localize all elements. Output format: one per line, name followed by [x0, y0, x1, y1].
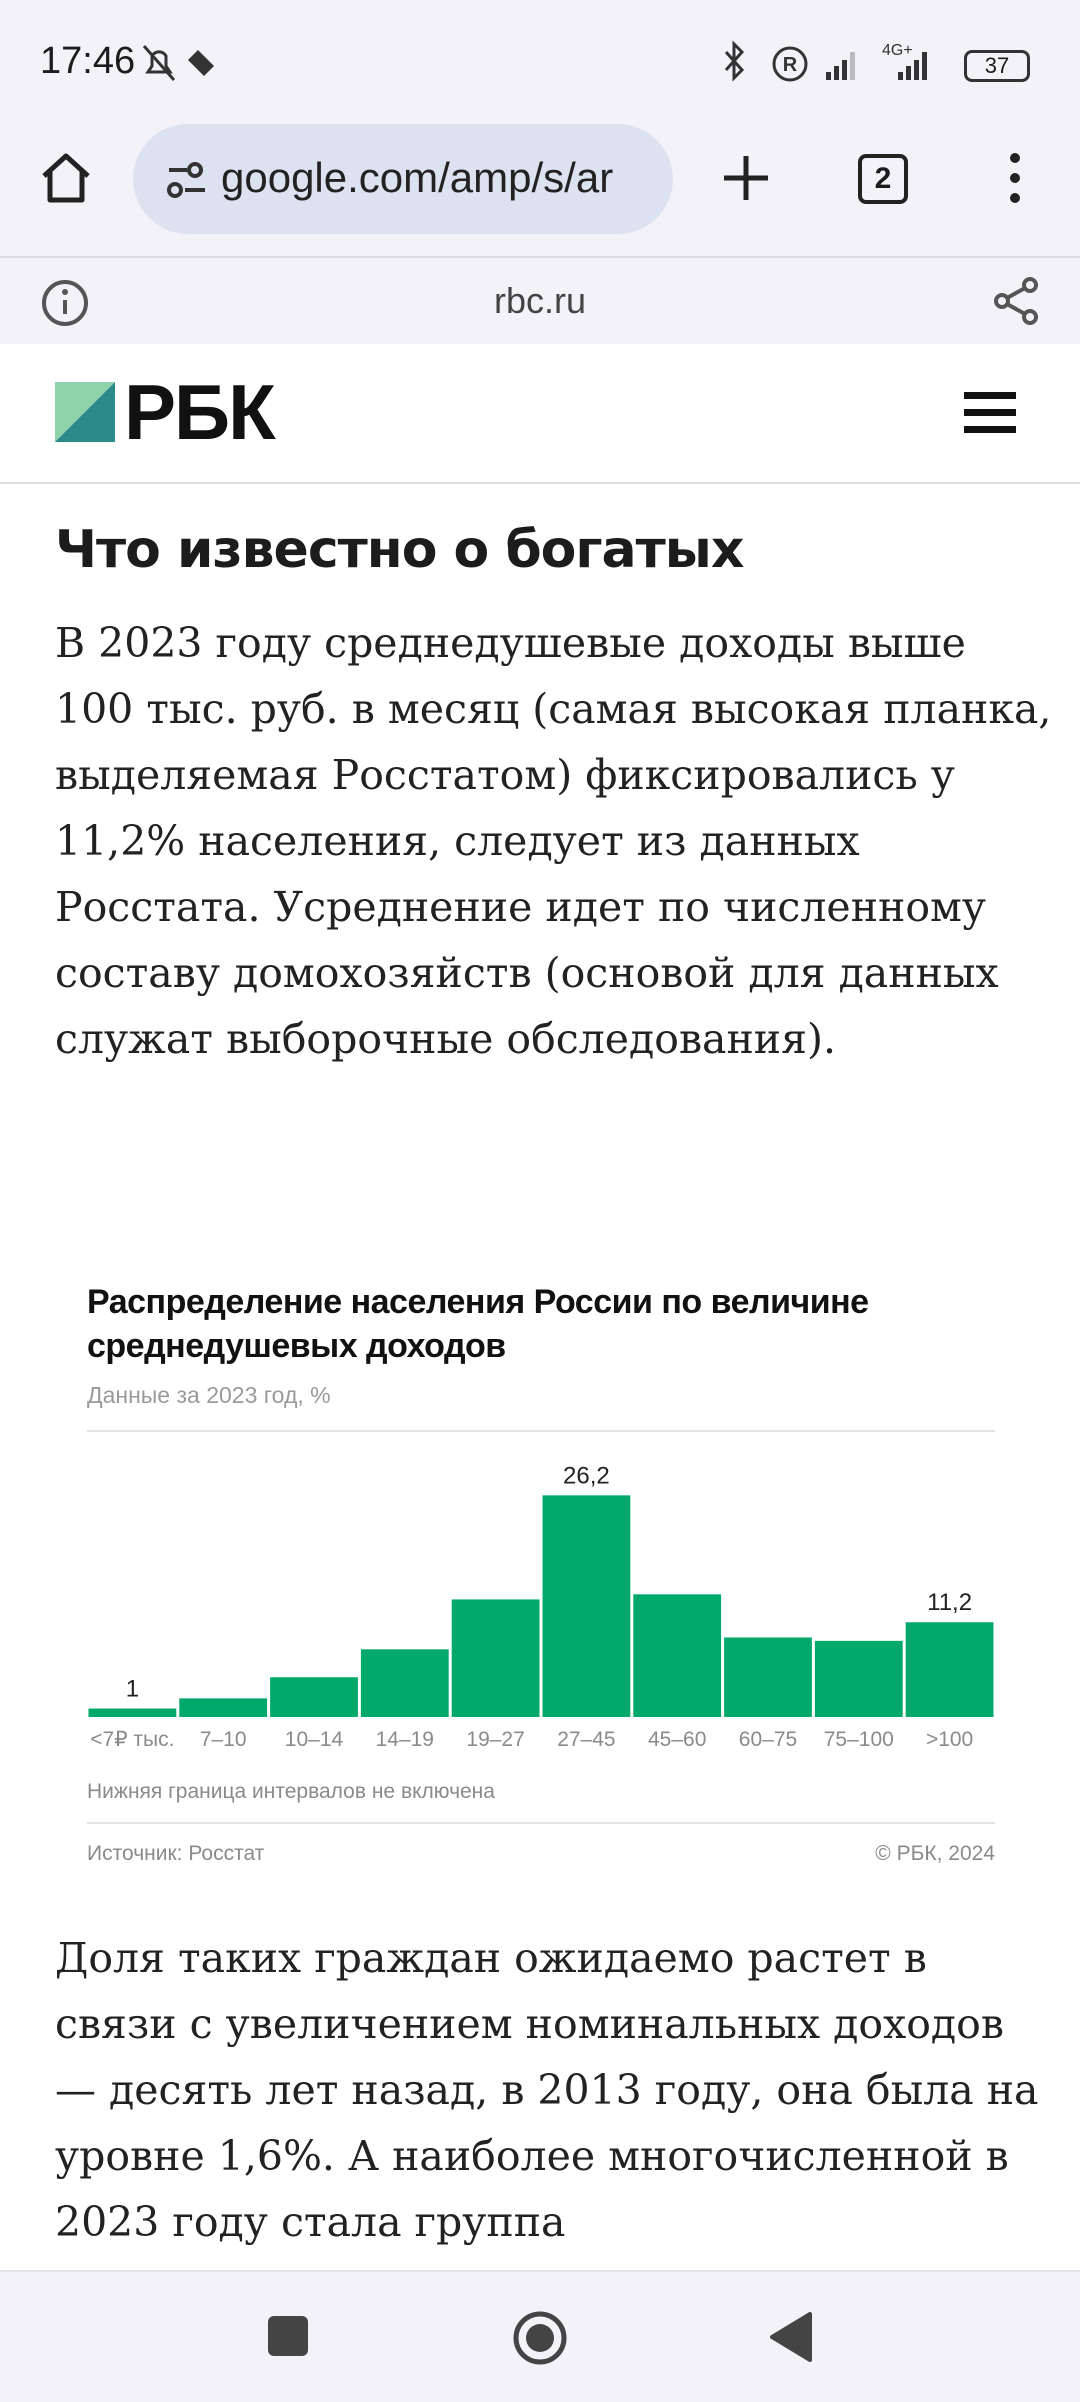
status-bar: 17:46 R 4G+ 37	[0, 0, 1080, 120]
x-tick-label: 14–19	[376, 1728, 434, 1750]
x-tick-label: 27–45	[557, 1728, 615, 1750]
logo-text[interactable]: РБК	[124, 368, 276, 456]
bar	[905, 1622, 994, 1717]
x-tick-label: 19–27	[466, 1728, 524, 1750]
bar	[88, 1708, 177, 1717]
clock: 17:46	[40, 40, 136, 82]
new-tab-button[interactable]	[718, 150, 774, 206]
chart-note: Нижняя граница интервалов не включена	[87, 1780, 495, 1803]
tab-switcher[interactable]: 2	[858, 154, 908, 204]
x-tick-label: 10–14	[285, 1728, 344, 1750]
bar	[633, 1594, 722, 1717]
chart: Распределение населения России по величи…	[87, 1270, 995, 1880]
x-tick-label: >100	[926, 1728, 973, 1750]
bar	[814, 1640, 903, 1717]
menu-button[interactable]	[1000, 150, 1030, 206]
paragraph: Доля таких граждан ожидаемо растет в свя…	[55, 1934, 1039, 2246]
chart-subtitle: Данные за 2023 год, %	[87, 1382, 331, 1408]
svg-text:R: R	[783, 54, 798, 76]
chart-title: Распределение населения России по величи…	[87, 1283, 869, 1365]
logo-mark[interactable]	[55, 382, 115, 442]
home-nav-button[interactable]	[512, 2310, 568, 2366]
article-continued: Доля таких граждан ожидаемо растет в свя…	[55, 1925, 1055, 2270]
network-type: 4G+	[882, 42, 913, 59]
divider	[87, 1822, 995, 1824]
browser-toolbar: google.com/amp/s/ar 2	[0, 120, 1080, 258]
bar	[270, 1677, 358, 1717]
site-domain: rbc.ru	[493, 280, 587, 321]
bar	[360, 1649, 449, 1717]
share-icon[interactable]	[992, 276, 1042, 326]
info-icon[interactable]	[40, 278, 90, 328]
amp-bar: rbc.ru	[0, 258, 1080, 344]
value-label: 26,2	[563, 1462, 610, 1489]
url[interactable]: google.com/amp/s/ar	[221, 154, 614, 201]
x-tick-label: 75–100	[824, 1728, 894, 1750]
x-tick-label: <7₽ тыс.	[90, 1728, 174, 1750]
status-icons: R	[724, 40, 927, 82]
recents-button[interactable]	[266, 2314, 310, 2358]
chart-source: Источник: Росстат	[87, 1842, 265, 1865]
value-label: 1	[126, 1676, 139, 1703]
x-tick-label: 60–75	[739, 1728, 797, 1750]
bar	[542, 1495, 631, 1717]
value-label: 11,2	[927, 1589, 972, 1616]
address-bar[interactable]: google.com/amp/s/ar	[133, 124, 673, 234]
navigation-bar	[0, 2270, 1080, 2402]
bar	[179, 1698, 268, 1717]
battery: 37	[964, 50, 1030, 82]
bar	[724, 1637, 812, 1717]
chart-credit: © РБК, 2024	[875, 1842, 995, 1865]
article: Что известно о богатых В 2023 году средн…	[55, 500, 1055, 1072]
article-heading: Что известно о богатых	[55, 520, 744, 580]
plot: <7₽ тыс. 1 7–10 10–14 14–19 19–27 27–45 26,2 45–…	[88, 1462, 994, 1750]
site-header: РБК	[0, 344, 1080, 484]
x-tick-label: 7–10	[200, 1728, 247, 1750]
x-tick-label: 45–60	[648, 1728, 706, 1750]
notification-icons	[142, 45, 214, 81]
hamburger-menu[interactable]	[964, 390, 1016, 436]
bar	[451, 1599, 540, 1717]
divider	[87, 1430, 995, 1432]
home-button[interactable]	[38, 150, 94, 206]
paragraph: В 2023 году среднедушевые доходы выше 10…	[55, 619, 1052, 1063]
site-settings-icon[interactable]	[165, 158, 209, 202]
back-button[interactable]	[770, 2312, 814, 2362]
